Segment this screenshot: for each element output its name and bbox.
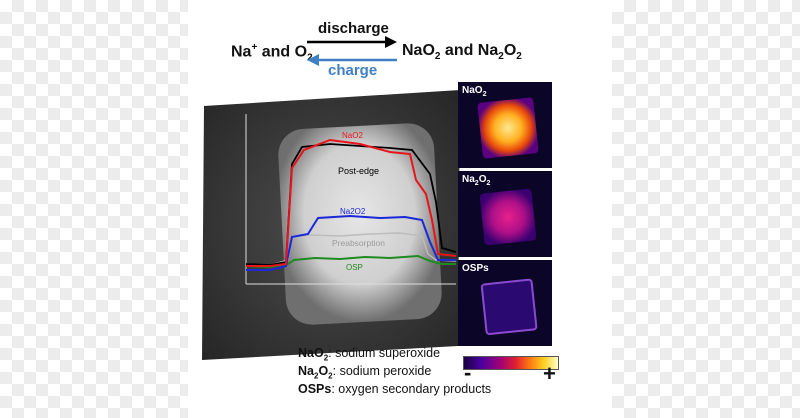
post-edge-label: Post-edge	[338, 166, 379, 176]
osps-map-tile: OSPs	[458, 260, 552, 346]
na2o2-map-label: Na2O2	[462, 174, 491, 187]
discharge-arrow	[307, 36, 397, 48]
legend-term: Na2O2	[298, 364, 333, 381]
checker-background-right	[612, 0, 800, 418]
legend-desc: : sodium peroxide	[332, 364, 432, 378]
charge-arrow	[307, 54, 397, 66]
osps-map-label: OSPs	[462, 263, 489, 274]
charge-label: charge	[328, 62, 378, 79]
legend-nao2: NaO2: sodium superoxide	[298, 346, 440, 363]
xray-micrograph: NaO2 Post-edge Na2O2 Preabsorption OSP	[202, 90, 460, 360]
nao2-trace-label: NaO2	[342, 131, 363, 140]
na2o2-map-tile: Na2O2	[458, 171, 552, 257]
na2o2-trace-label: Na2O2	[340, 207, 366, 216]
osps-map-image	[480, 278, 538, 336]
reaction-arrows	[307, 36, 397, 66]
products-label: NaO2 and Na2O2	[402, 42, 522, 63]
nao2-trace	[246, 138, 457, 267]
legend-term: OSPs	[298, 382, 332, 396]
cube-particle	[278, 123, 442, 325]
legend-desc: : oxygen secondary products	[331, 382, 492, 396]
legend-desc: : sodium superoxide	[328, 346, 441, 360]
legend-na2o2: Na2O2: sodium peroxide	[298, 364, 431, 381]
nao2-map-image	[477, 97, 539, 159]
nao2-map-tile: NaO2	[458, 82, 552, 168]
colorbar-max-label: +	[543, 361, 556, 386]
intensity-colorbar	[463, 356, 559, 370]
nao2-map-label: NaO2	[462, 85, 487, 98]
osp-trace-label: OSP	[346, 263, 363, 272]
preabsorption-label: Preabsorption	[332, 238, 385, 248]
colorbar-min-label: -	[464, 360, 472, 385]
na2o2-map-image	[479, 188, 537, 246]
legend-term: NaO2	[298, 346, 329, 363]
legend-osps: OSPs: oxygen secondary products	[298, 382, 491, 396]
discharge-label: discharge	[318, 20, 389, 37]
reactants-label: Na+ and O2	[231, 42, 313, 64]
na2o2-trace	[246, 214, 456, 271]
preabsorption-trace	[245, 232, 457, 266]
checker-background-left	[0, 0, 188, 418]
